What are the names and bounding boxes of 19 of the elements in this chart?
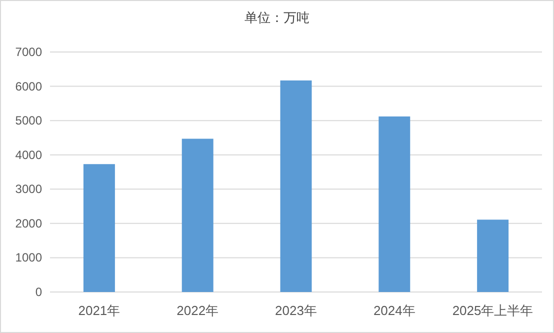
y-tick-label: 6000 (15, 79, 42, 94)
y-tick-label: 3000 (15, 182, 42, 196)
y-tick-label: 0 (35, 285, 42, 299)
bar (83, 164, 115, 292)
chart-title: 单位：万吨 (244, 10, 310, 25)
y-tick-label: 2000 (15, 216, 42, 230)
y-tick-label: 4000 (15, 148, 42, 162)
y-tick-label: 5000 (15, 114, 42, 128)
x-tick-label: 2024年 (373, 303, 416, 318)
bar (182, 138, 214, 292)
bar (280, 80, 312, 292)
x-tick-label: 2021年 (78, 303, 120, 318)
y-tick-label: 7000 (15, 45, 42, 59)
x-tick-label: 2022年 (176, 303, 219, 318)
y-tick-label: 1000 (15, 250, 42, 265)
x-tick-label: 2023年 (275, 303, 317, 318)
bar (477, 220, 509, 292)
bar (378, 116, 410, 292)
x-tick-label: 2025年上半年 (452, 303, 534, 318)
